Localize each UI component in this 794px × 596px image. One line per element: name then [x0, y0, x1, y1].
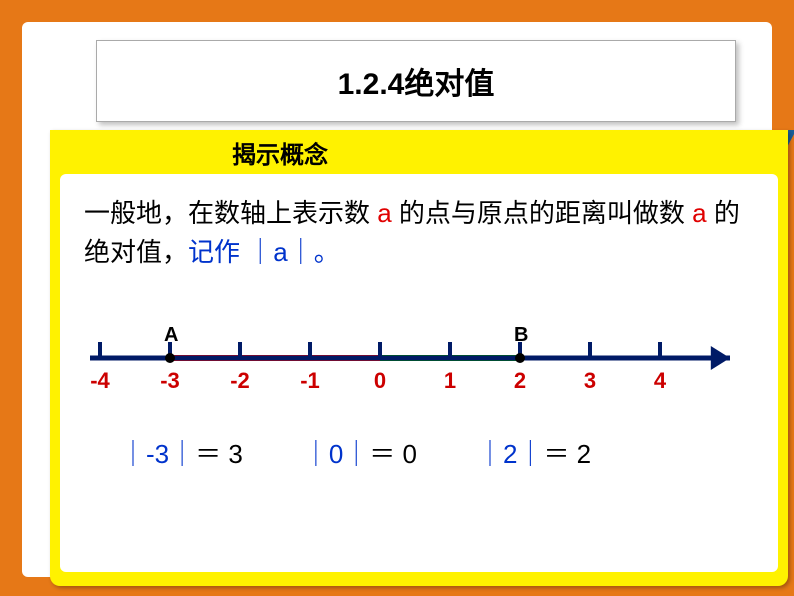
def-a2: a [692, 198, 706, 228]
outer-frame: 1.2.4绝对值 一般地，在数轴上表示数 a 的点与原点的距离叫做数 a 的绝对… [22, 22, 772, 577]
example-expr: ｜0｜ [303, 439, 369, 469]
def-part2: 的点与原点的距离叫做数 [392, 198, 692, 228]
point-label: A [164, 324, 178, 347]
tick-label: 2 [514, 368, 526, 394]
definition-block: 一般地，在数轴上表示数 a 的点与原点的距离叫做数 a 的绝对值，记作 ｜a｜。 [84, 194, 754, 272]
tick-label: 1 [444, 368, 456, 394]
title-bar: 1.2.4绝对值 [96, 40, 736, 122]
example-expr: ｜-3｜ [120, 439, 195, 469]
page-title: 1.2.4绝对值 [338, 59, 495, 103]
example-item: ｜0｜＝ 0 [303, 434, 417, 471]
example-item: ｜2｜＝ 2 [477, 434, 591, 471]
tick-label: 3 [584, 368, 596, 394]
section-tab: 揭示概念 [180, 130, 380, 174]
tick-label: -3 [160, 368, 180, 394]
def-period: 。 [314, 237, 340, 267]
point-label: B [514, 324, 528, 347]
content-inner: 一般地，在数轴上表示数 a 的点与原点的距离叫做数 a 的绝对值，记作 ｜a｜。… [60, 174, 778, 572]
example-value: ＝ 2 [543, 439, 591, 469]
example-value: ＝ 0 [369, 439, 417, 469]
tick-label: 4 [654, 368, 666, 394]
content-card: 一般地，在数轴上表示数 a 的点与原点的距离叫做数 a 的绝对值，记作 ｜a｜。… [50, 130, 788, 586]
number-line-svg [80, 324, 750, 394]
definition-text: 一般地，在数轴上表示数 a 的点与原点的距离叫做数 a 的绝对值，记作 ｜a｜。 [84, 194, 754, 272]
tab-label: 揭示概念 [232, 135, 328, 170]
def-notation: ｜a｜ [247, 237, 313, 267]
def-notation-label: 记作 [188, 237, 247, 267]
def-a1: a [377, 198, 391, 228]
tick-label: -4 [90, 368, 110, 394]
examples-row: ｜-3｜＝ 3 ｜0｜＝ 0 ｜2｜＝ 2 [120, 434, 720, 471]
def-part1: 一般地，在数轴上表示数 [84, 198, 377, 228]
tick-label: -1 [300, 368, 320, 394]
example-item: ｜-3｜＝ 3 [120, 434, 243, 471]
example-value: ＝ 3 [195, 439, 243, 469]
number-line: -4 -3 -2 -1 0 1 2 3 4 A B [80, 324, 750, 394]
tick-label: -2 [230, 368, 250, 394]
tick-label: 0 [374, 368, 386, 394]
example-expr: ｜2｜ [477, 439, 543, 469]
